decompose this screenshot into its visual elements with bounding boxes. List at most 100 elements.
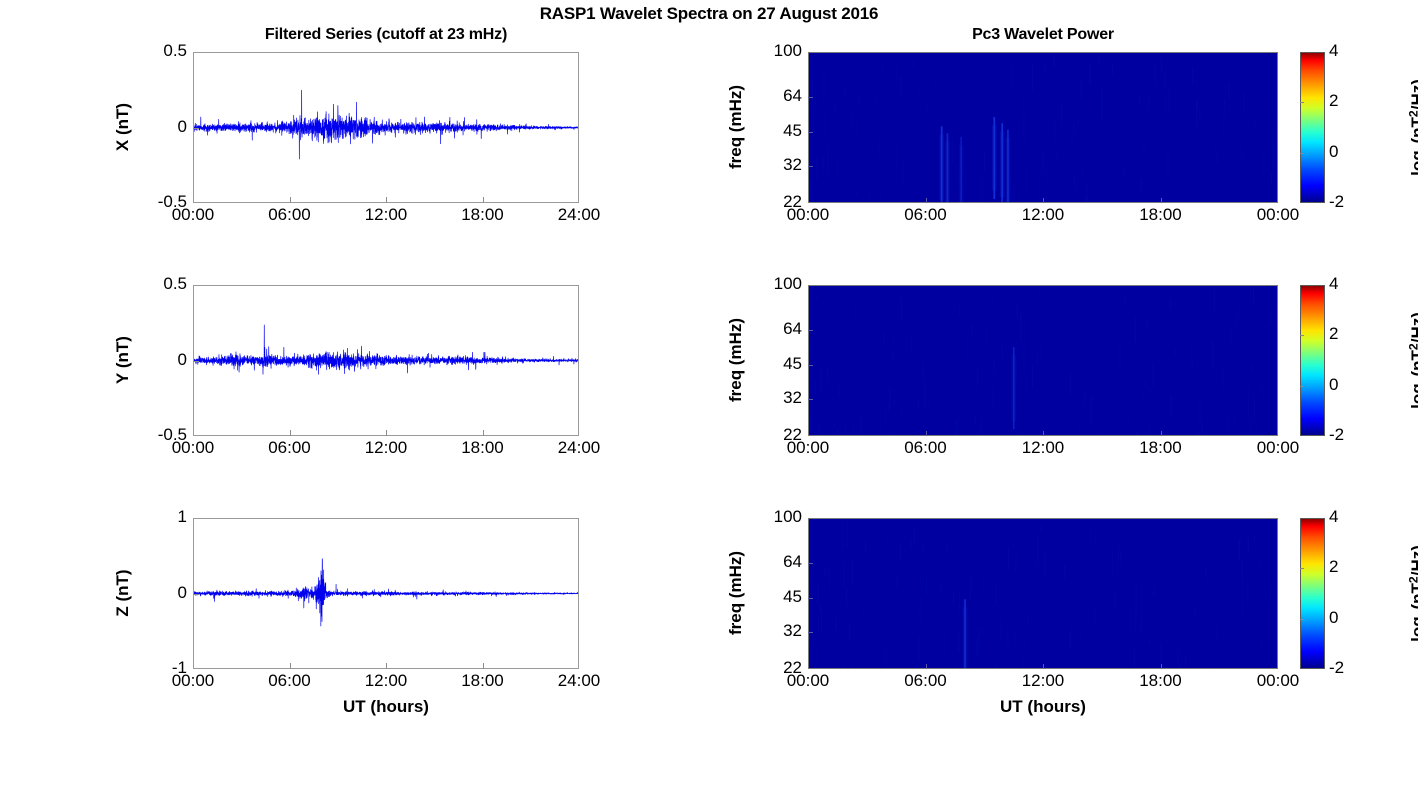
colorbar-tick-label: 0 (1329, 374, 1339, 394)
y-tick-label: 0 (177, 349, 187, 369)
y-tick-label: 0 (177, 116, 187, 136)
y-tick-label: -1 (171, 658, 187, 677)
x-tickmark (483, 197, 484, 203)
x-tick-label: 18:00 (1139, 438, 1182, 457)
x-tick-label: 06:00 (268, 205, 311, 224)
x-tickmark (1161, 431, 1162, 436)
colorbar-tick-label: 2 (1329, 91, 1339, 111)
x-tickmark (926, 431, 927, 436)
x-tick-label: 06:00 (268, 438, 311, 457)
x-tick-label: 00:00 (1256, 205, 1300, 224)
y-tickmark (808, 97, 813, 98)
colorbar-tick-label: 4 (1329, 274, 1339, 293)
freq-tick-label: 32 (783, 387, 802, 407)
timeseries-axes-x (193, 52, 579, 203)
x-tick-label: 12:00 (364, 205, 408, 224)
freq-tick-label: 45 (783, 353, 802, 373)
colorbar-tickmark (1300, 386, 1304, 387)
x-tickmark (1043, 664, 1044, 669)
x-tick-label: 18:00 (461, 671, 504, 690)
colorbar-tick-label: -2 (1329, 192, 1345, 211)
x-tickmark (386, 430, 387, 436)
freq-tick-label: 32 (783, 154, 802, 174)
x-tick-label: 00:00 (1256, 438, 1300, 457)
freq-axis-name-z: freq (mHz) (726, 550, 745, 635)
freq-axis-name-x: freq (mHz) (726, 84, 745, 169)
x-tick-label: 06:00 (268, 671, 311, 690)
x-tick-label: 18:00 (461, 205, 504, 224)
y-tickmark (808, 399, 813, 400)
freq-tick-label: 64 (783, 318, 802, 338)
x-axis-name-left: UT (hours) (343, 697, 429, 716)
timeseries-trace-x (194, 53, 578, 202)
x-tick-label: 00:00 (1256, 671, 1300, 690)
x-tickmark (386, 663, 387, 669)
colorbar-tickmark (1300, 619, 1304, 620)
x-tickmark (926, 198, 927, 203)
y-tick-label: 0.5 (163, 274, 187, 293)
colorbar-tickmark (1300, 335, 1304, 336)
y-tick-label: 1 (177, 507, 187, 526)
x-tickmark (926, 664, 927, 669)
y-axis-name-z: Z (nT) (113, 568, 132, 617)
spectrogram-image-y (809, 286, 1277, 435)
x-tick-label: 12:00 (364, 438, 408, 457)
timeseries-trace-z (194, 519, 578, 668)
colorbar-axis-name-y: log2(nT2/Hz) (1407, 311, 1418, 409)
y-tickmark (808, 132, 813, 133)
x-tickmark (1161, 664, 1162, 669)
x-axis-name-right: UT (hours) (1000, 697, 1086, 716)
colorbar-x (1300, 52, 1325, 203)
freq-tick-label: 32 (783, 620, 802, 640)
y-tickmark (808, 365, 813, 366)
freq-tick-label: 22 (783, 425, 802, 444)
x-tickmark (290, 663, 291, 669)
right-column-title: Pc3 Wavelet Power (972, 26, 1114, 43)
x-tickmark (483, 430, 484, 436)
x-tick-label: 18:00 (1139, 671, 1182, 690)
spectrogram-image-x (809, 53, 1277, 202)
colorbar-axis-name-z: log2(nT2/Hz) (1407, 544, 1418, 642)
y-tick-label: 0 (177, 582, 187, 602)
colorbar-axis-name-x: log2(nT2/Hz) (1407, 78, 1418, 176)
y-tickmark (808, 632, 813, 633)
x-tick-label: 18:00 (461, 438, 504, 457)
freq-tick-label: 22 (783, 658, 802, 677)
freq-tick-label: 64 (783, 85, 802, 105)
x-tick-label: 06:00 (904, 671, 947, 690)
x-tickmark (290, 197, 291, 203)
colorbar-tick-label: 0 (1329, 141, 1339, 161)
y-tickmark (193, 594, 199, 595)
x-tickmark (290, 430, 291, 436)
y-tick-label: 0.5 (163, 41, 187, 60)
spectrogram-image-z (809, 519, 1277, 668)
x-tick-label: 12:00 (364, 671, 408, 690)
x-tickmark (483, 663, 484, 669)
x-tick-label: 12:00 (1021, 438, 1065, 457)
freq-tick-label: 64 (783, 551, 802, 571)
timeseries-axes-y (193, 285, 579, 436)
y-tickmark (808, 166, 813, 167)
x-tick-label: 00:00 (171, 438, 215, 457)
freq-tick-label: 45 (783, 120, 802, 140)
y-axis-name-x: X (nT) (113, 102, 132, 151)
colorbar-tickmark (1300, 568, 1304, 569)
colorbar-tick-label: -2 (1329, 425, 1345, 444)
y-tickmark (808, 330, 813, 331)
y-tickmark (193, 361, 199, 362)
y-axis-name-y: Y (nT) (113, 335, 132, 384)
y-tick-label: -0.5 (157, 425, 187, 444)
freq-tick-label: 100 (773, 274, 802, 293)
colorbar-tick-label: 4 (1329, 507, 1339, 526)
spectrogram-axes-z (808, 518, 1278, 669)
colorbar-tick-label: 2 (1329, 557, 1339, 577)
spectrogram-axes-y (808, 285, 1278, 436)
x-tick-label: 00:00 (171, 205, 215, 224)
x-tickmark (1043, 198, 1044, 203)
freq-tick-label: 100 (773, 507, 802, 526)
x-tickmark (386, 197, 387, 203)
colorbar-tick-label: -2 (1329, 658, 1345, 677)
timeseries-axes-z (193, 518, 579, 669)
y-tickmark (193, 128, 199, 129)
